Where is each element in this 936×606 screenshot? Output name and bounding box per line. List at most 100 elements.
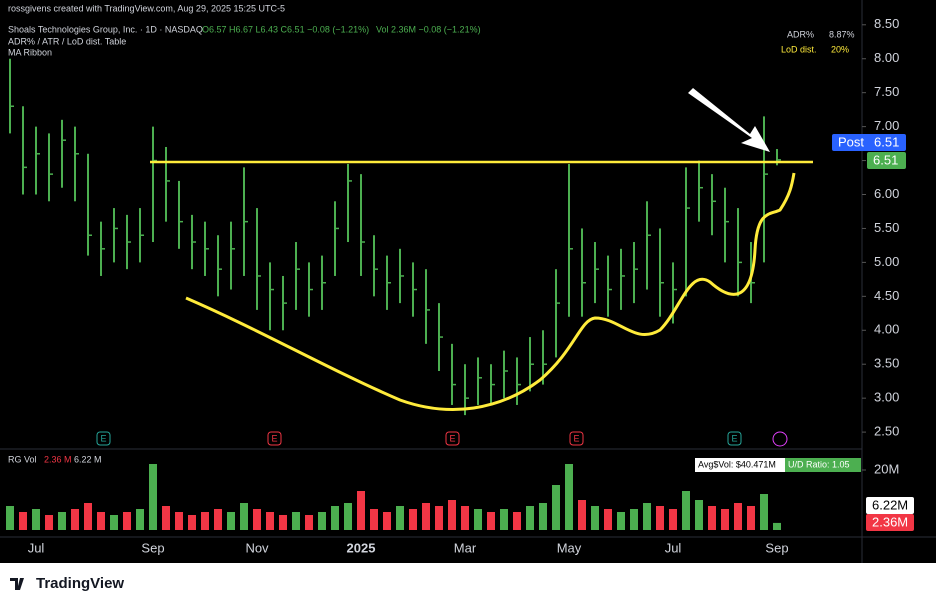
volume-bar (669, 509, 677, 530)
vol: Vol 2.36M −0.08 (−1.21%) (376, 24, 481, 34)
volume-bar (201, 512, 209, 530)
volume-bar (448, 500, 456, 530)
volume-bar (227, 512, 235, 530)
earnings[interactable]: E (573, 433, 579, 443)
table-value: 8.87% (829, 29, 855, 39)
volume-bar (240, 503, 248, 530)
x-tick-label: 2025 (347, 540, 376, 555)
volume-bar (149, 464, 157, 530)
y-tick-label: 5.50 (874, 220, 899, 235)
volume-bar (84, 503, 92, 530)
ud-ratio: U/D Ratio: 1.05 (788, 459, 850, 469)
last-vol-box (866, 514, 914, 531)
last-vol-label: 2.36M (872, 514, 908, 529)
indicator: ADR% / ATR / LoD dist. Table (8, 36, 126, 46)
cup-handle-drawing (185, 172, 796, 411)
earnings[interactable]: E (100, 433, 106, 443)
volume-bar (188, 515, 196, 530)
volume-bar (565, 464, 573, 530)
volume-bar (630, 509, 638, 530)
earnings[interactable]: E (731, 433, 737, 443)
volume-bar (643, 503, 651, 530)
volume-bar (214, 509, 222, 530)
volume-bar (721, 509, 729, 530)
volume-bar (734, 503, 742, 530)
volume-bar (162, 506, 170, 530)
volume-bar (474, 509, 482, 530)
table-value: 20% (831, 44, 849, 54)
footer-bar (0, 563, 936, 606)
volume-bar (461, 506, 469, 530)
volume-bar (383, 512, 391, 530)
volume-bar (552, 485, 560, 530)
avg-label-box (866, 497, 914, 514)
volume-bar (136, 509, 144, 530)
earnings[interactable]: E (271, 433, 277, 443)
volume-bar (513, 512, 521, 530)
post-text: Post (838, 134, 864, 149)
volume-bar (292, 512, 300, 530)
volume-bar (305, 515, 313, 530)
volume-bar (45, 515, 53, 530)
volume-bar (617, 512, 625, 530)
x-tick-label: Jul (28, 540, 45, 555)
volume-current: 2.36 M (44, 454, 72, 464)
volume-bar (266, 512, 274, 530)
volume-bar (71, 509, 79, 530)
volume-bar (279, 515, 287, 530)
volume-bar (435, 506, 443, 530)
y-tick-label: 3.50 (874, 356, 899, 371)
volume-bar (123, 512, 131, 530)
x-tick-label: Mar (454, 540, 477, 555)
x-tick-label: Sep (141, 540, 164, 555)
ohlc: O6.57 H6.67 L6.43 C6.51 −0.08 (−1.21%) (202, 24, 369, 34)
table-label: LoD dist. (781, 44, 817, 54)
x-tick-label: Sep (765, 540, 788, 555)
volume-bar (526, 506, 534, 530)
volume-bar (500, 509, 508, 530)
credit: rossgivens created with TradingView.com,… (8, 3, 285, 13)
background (0, 0, 936, 563)
volume-bar (58, 512, 66, 530)
indicator: MA Ribbon (8, 47, 52, 57)
y-tick-label: 2.50 (874, 424, 899, 439)
v-tick-label: 20M (874, 461, 899, 476)
avg-dollar: Avg$Vol: $40.471M (698, 459, 776, 469)
ud-box (785, 458, 861, 472)
y-tick-label: 4.00 (874, 322, 899, 337)
volume-bar (539, 503, 547, 530)
x-tick-label: May (557, 540, 582, 555)
volume-bar (331, 506, 339, 530)
symbol: Shoals Technologies Group, Inc. · 1D · N… (8, 24, 203, 34)
volume-bar (773, 522, 781, 530)
volume-bar (32, 509, 40, 530)
volume-bar (656, 506, 664, 530)
volume-bar (747, 506, 755, 530)
volume-bar (357, 491, 365, 530)
volume-bar (97, 512, 105, 530)
volume-bar (175, 512, 183, 530)
y-tick-label: 3.00 (874, 390, 899, 405)
volume-title: RG Vol (8, 454, 37, 464)
volume-bar (110, 515, 118, 530)
earnings[interactable]: E (449, 433, 455, 443)
volume-bar (695, 500, 703, 530)
y-tick-label: 8.50 (874, 16, 899, 31)
avg-dollar-box (695, 458, 785, 472)
last-price: 6.51 (873, 152, 898, 167)
post-value: 6.51 (874, 134, 899, 149)
volume-bar (487, 512, 495, 530)
last-price-label (867, 152, 906, 169)
x-tick-label: Jul (665, 540, 682, 555)
volume-bar (253, 509, 261, 530)
volume-bar (344, 503, 352, 530)
volume-bar (708, 506, 716, 530)
avg-label: 6.22M (872, 497, 908, 512)
volume-bar (409, 509, 417, 530)
volume-bar (370, 509, 378, 530)
y-tick-label: 8.00 (874, 50, 899, 65)
arrow (688, 88, 770, 152)
volume-bar (318, 512, 326, 530)
table-label: ADR% (787, 29, 814, 39)
